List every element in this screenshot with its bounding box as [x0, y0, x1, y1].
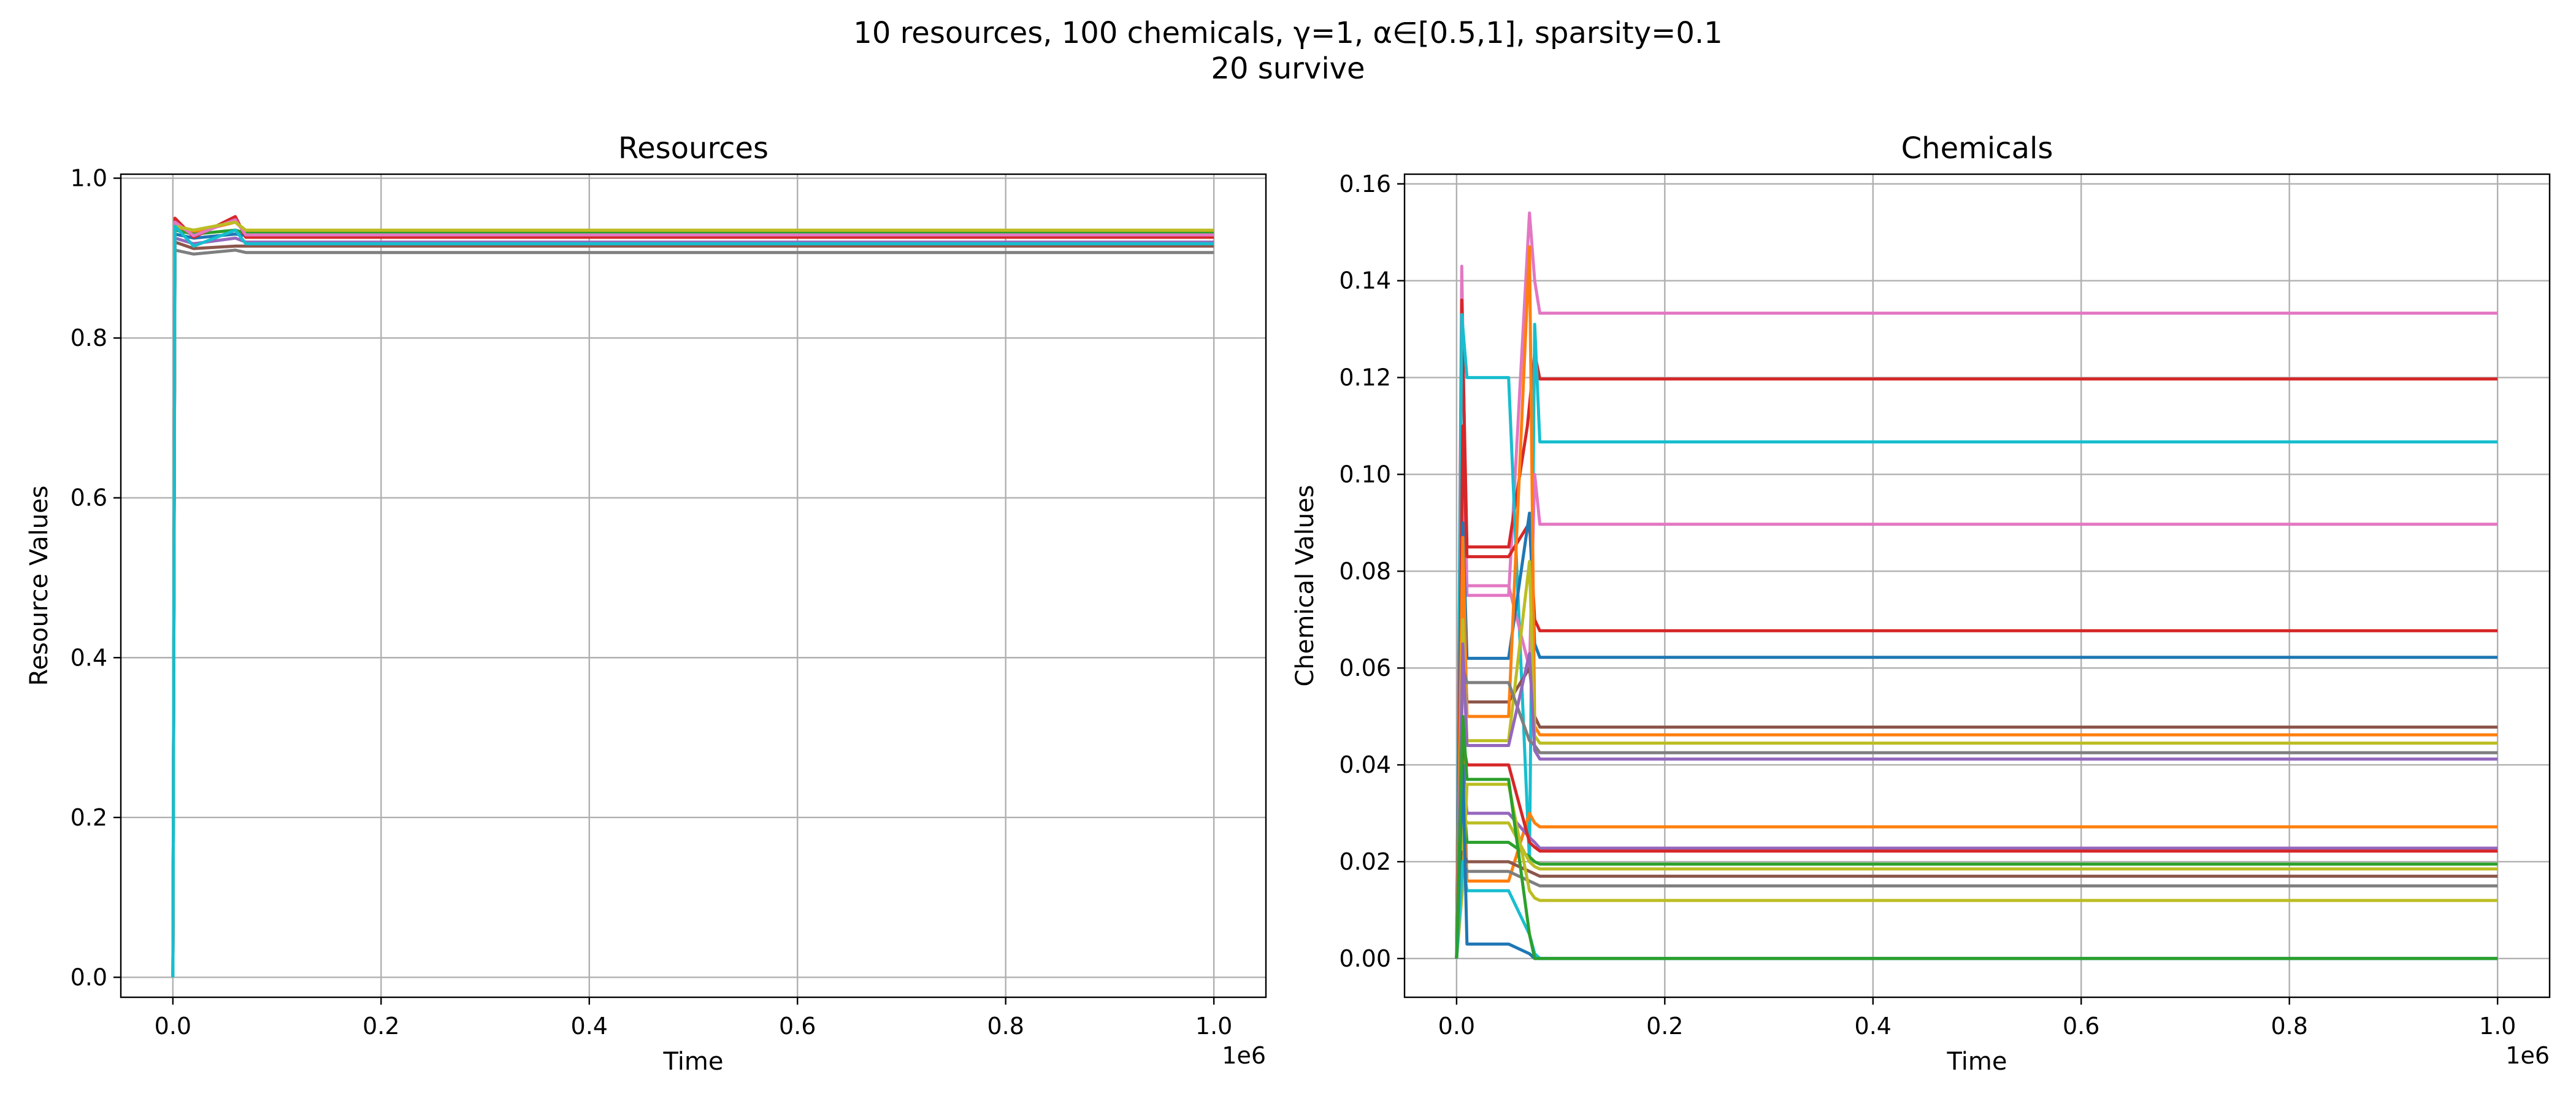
y-tick-label: 0.16 [1339, 171, 1391, 197]
chart-title: Chemicals [1901, 131, 2053, 166]
y-tick-label: 0.04 [1339, 751, 1391, 778]
series-line-4 [171, 236, 1214, 978]
x-offset-label: 1e6 [2505, 1042, 2550, 1069]
series-line-3 [171, 215, 1214, 978]
series-group [1455, 211, 2498, 960]
x-tick-label: 0.8 [2271, 1013, 2307, 1040]
x-tick-label: 0.0 [1438, 1013, 1475, 1040]
series-line-4 [1455, 424, 2498, 959]
y-tick-label: 0.10 [1339, 461, 1391, 488]
y-tick-label: 0.4 [71, 644, 107, 671]
series-line-0 [171, 232, 1214, 978]
y-tick-label: 0.14 [1339, 267, 1391, 294]
series-group [171, 215, 1214, 978]
x-tick-label: 0.6 [779, 1013, 816, 1040]
series-line-7 [1455, 245, 2498, 959]
x-tick-label: 0.4 [1855, 1013, 1892, 1040]
x-axis-label: Time [663, 1048, 724, 1076]
series-line-8 [1455, 560, 2498, 959]
series-line-2 [1455, 313, 2498, 959]
x-tick-label: 0.0 [155, 1013, 191, 1040]
y-tick-label: 0.6 [71, 485, 107, 512]
x-offset-label: 1e6 [1222, 1042, 1266, 1069]
series-line-6 [171, 218, 1214, 978]
y-axis-label: Resource Values [25, 486, 53, 686]
x-tick-label: 0.2 [1646, 1013, 1683, 1040]
series-line-18 [1455, 783, 2498, 959]
x-tick-label: 0.8 [987, 1013, 1024, 1040]
plot-frame [1403, 173, 2551, 999]
y-tick-label: 0.8 [71, 324, 107, 351]
y-tick-label: 1.0 [71, 165, 107, 192]
series-line-5 [171, 240, 1214, 978]
x-tick-label: 1.0 [1195, 1013, 1232, 1040]
chart-title: Resources [618, 131, 769, 166]
y-tick-label: 0.12 [1339, 364, 1391, 391]
figure-subtitle: 20 survive [1211, 52, 1365, 86]
series-line-13 [1455, 739, 2498, 959]
series-line-9 [1455, 666, 2498, 959]
x-tick-label: 1.0 [2479, 1013, 2516, 1040]
x-tick-label: 0.2 [362, 1013, 399, 1040]
x-tick-label: 0.4 [571, 1013, 608, 1040]
y-tick-label: 0.00 [1339, 945, 1391, 972]
series-line-7 [171, 248, 1214, 978]
figure-title: 10 resources, 100 chemicals, γ=1, α∈[0.5… [853, 16, 1722, 50]
series-line-9 [171, 224, 1214, 978]
series-line-2 [171, 228, 1214, 978]
y-axis-label: Chemical Values [1291, 485, 1319, 687]
series-line-14 [1455, 788, 2498, 959]
series-line-10 [1455, 642, 2498, 959]
series-line-6 [1455, 618, 2498, 959]
y-tick-label: 0.0 [71, 964, 107, 991]
resources-chart: 0.0 0.2 0.4 0.6 0.8 1.0 0.0 0.2 0.4 0.6 0.8 1.0 Reso… [25, 131, 1267, 1076]
y-tick-label: 0.02 [1339, 848, 1391, 875]
chemicals-chart: 0.0 0.2 0.4 0.6 0.8 1.0 0.00 0.02 0.04 0.06 0.08 0.… [1291, 131, 2551, 1076]
series-line-1 [171, 220, 1214, 978]
plot-frame [120, 173, 1267, 999]
x-axis-label: Time [1947, 1048, 2007, 1076]
y-tick-label: 0.06 [1339, 654, 1391, 681]
x-tick-label: 0.6 [2063, 1013, 2099, 1040]
y-tick-label: 0.08 [1339, 558, 1391, 585]
y-tick-label: 0.2 [71, 804, 107, 831]
series-line-3 [1455, 472, 2498, 959]
series-line-21 [1455, 715, 2498, 960]
series-line-8 [171, 220, 1214, 978]
